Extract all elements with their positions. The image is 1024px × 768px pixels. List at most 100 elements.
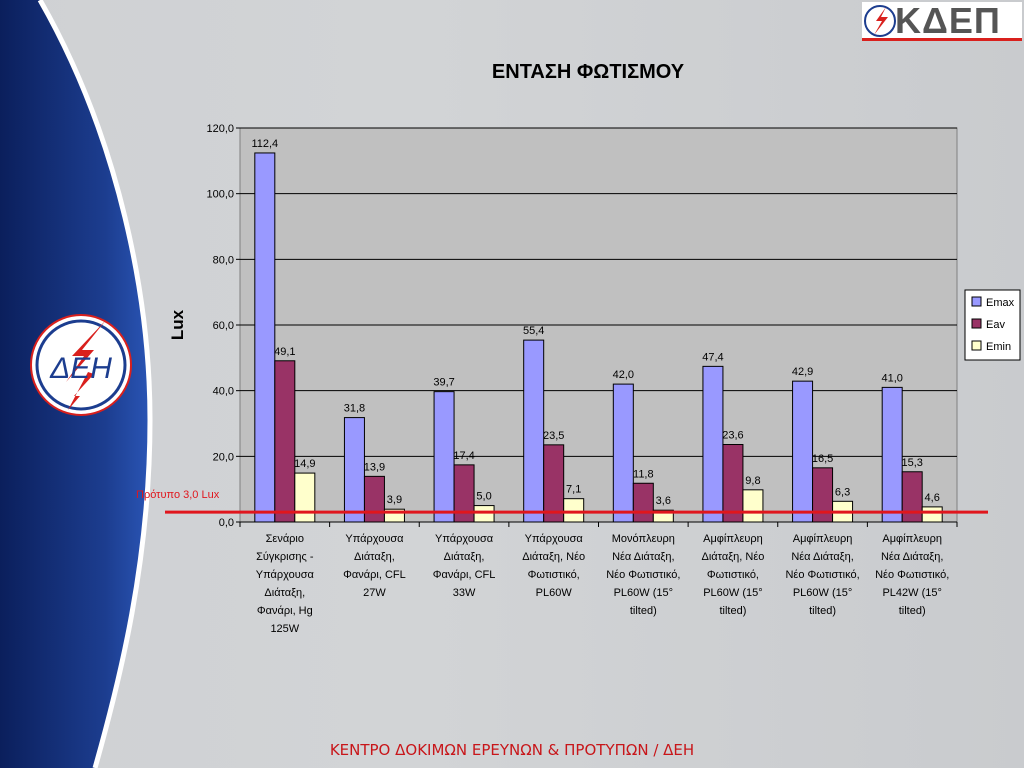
category-label: PL60W (15° bbox=[793, 587, 852, 599]
category-label: Φωτιστικό, bbox=[707, 569, 759, 581]
data-label: 39,7 bbox=[433, 377, 454, 389]
category-label: Φωτιστικό, bbox=[528, 569, 580, 581]
data-label: 14,9 bbox=[294, 458, 315, 470]
legend-label-emax: Emax bbox=[986, 297, 1015, 309]
category-label: Νέα Διάταξη, bbox=[881, 551, 943, 563]
category-label: Νέο Φωτιστικό, bbox=[606, 569, 680, 581]
bar-eav bbox=[274, 360, 296, 523]
bar-emax bbox=[433, 391, 455, 523]
data-label: 15,3 bbox=[901, 457, 922, 469]
legend-swatch-emax bbox=[971, 296, 982, 307]
data-label: 6,3 bbox=[835, 486, 850, 498]
category-label: Φανάρι, Hg bbox=[257, 605, 313, 617]
bar-emin bbox=[652, 509, 674, 523]
category-label: Φανάρι, CFL bbox=[433, 569, 496, 581]
data-label: 7,1 bbox=[566, 484, 581, 496]
chart-title: ΕΝΤΑΣΗ ΦΩΤΙΣΜΟΥ bbox=[492, 61, 685, 83]
y-axis-label: Lux bbox=[168, 309, 187, 340]
category-label: Υπάρχουσα bbox=[256, 569, 315, 581]
bar-eav bbox=[722, 444, 744, 523]
category-label: PL42W (15° bbox=[882, 587, 941, 599]
category-label: Νέα Διάταξη, bbox=[612, 551, 674, 563]
data-label: 49,1 bbox=[274, 346, 295, 358]
data-label: 3,9 bbox=[387, 494, 402, 506]
category-label: Σύγκρισης - bbox=[256, 551, 314, 563]
bar-emax bbox=[702, 365, 724, 523]
category-label: Υπάρχουσα bbox=[435, 533, 494, 545]
footer-text: ΚΕΝΤΡΟ ΔΟΚΙΜΩΝ ΕΡΕΥΝΩΝ & ΠΡΟΤΥΠΩΝ / ΔΕΗ bbox=[329, 741, 695, 759]
category-labels: Σενάριο Σύγκρισης - Υπάρχουσα Διάταξη, Φανάρ… bbox=[239, 522, 958, 635]
bar-emax bbox=[343, 417, 365, 523]
category-label: Αμφίπλευρη bbox=[703, 533, 763, 545]
y-tick-label: 20,0 bbox=[213, 451, 234, 463]
category-label: Υπάρχουσα bbox=[525, 533, 584, 545]
legend-swatch-eav bbox=[971, 318, 982, 329]
data-label: 23,6 bbox=[722, 430, 743, 442]
data-label: 4,6 bbox=[925, 492, 940, 504]
category-label: Σενάριο bbox=[266, 533, 304, 545]
bar-emin bbox=[921, 506, 943, 523]
data-label: 5,0 bbox=[476, 491, 491, 503]
bar-emin bbox=[742, 489, 764, 523]
category-label: tilted) bbox=[719, 605, 746, 617]
category-label: Μονόπλευρη bbox=[612, 533, 675, 545]
y-tick-label: 60,0 bbox=[213, 320, 234, 332]
bar-eav bbox=[453, 464, 475, 523]
category-label: Διάταξη, bbox=[354, 551, 395, 563]
category-label: Διάταξη, Νέο bbox=[522, 551, 585, 563]
category-label: Διάταξη, bbox=[444, 551, 485, 563]
category-label: 33W bbox=[453, 587, 476, 599]
data-label: 3,6 bbox=[656, 495, 671, 507]
category-label: Διάταξη, bbox=[264, 587, 305, 599]
data-label: 31,8 bbox=[344, 403, 365, 415]
category-label: Νέο Φωτιστικό, bbox=[785, 569, 859, 581]
bar-eav bbox=[543, 444, 565, 523]
category-label: Διάταξη, Νέο bbox=[702, 551, 765, 563]
category-label: 125W bbox=[270, 623, 299, 635]
legend: Emax Eav Emin bbox=[964, 289, 1021, 361]
data-labels: 112,4 49,1 14,9 31,8 13,9 3,9 39,7 17,4 5,0 55,4 2… bbox=[251, 138, 939, 507]
category-label: Φανάρι, CFL bbox=[343, 569, 406, 581]
legend-swatch-emin bbox=[971, 340, 982, 351]
category-label: PL60W (15° bbox=[703, 587, 762, 599]
emblem-letters: ΔΕΗ bbox=[49, 352, 112, 385]
category-label: Αμφίπλευρη bbox=[882, 533, 942, 545]
category-label: tilted) bbox=[809, 605, 836, 617]
bar-emax bbox=[612, 383, 634, 523]
bar-emin bbox=[473, 505, 495, 523]
bar-emax bbox=[523, 339, 545, 523]
bar-emin bbox=[294, 472, 316, 523]
category-label: tilted) bbox=[630, 605, 657, 617]
bars bbox=[254, 152, 943, 523]
y-tick-label: 80,0 bbox=[213, 254, 234, 266]
bar-emax bbox=[792, 380, 814, 523]
data-label: 13,9 bbox=[364, 461, 385, 473]
data-label: 23,5 bbox=[543, 430, 564, 442]
data-label: 42,0 bbox=[613, 369, 634, 381]
data-label: 11,8 bbox=[633, 468, 654, 480]
reference-line-label: Πρότυπο 3,0 Lux bbox=[136, 489, 220, 501]
data-label: 16,5 bbox=[812, 453, 833, 465]
data-label: 41,0 bbox=[881, 372, 902, 384]
category-label: PL60W bbox=[536, 587, 573, 599]
category-label: 27W bbox=[363, 587, 386, 599]
y-tick-label: 100,0 bbox=[206, 189, 234, 201]
data-label: 112,4 bbox=[251, 138, 278, 150]
bar-eav bbox=[812, 467, 834, 523]
data-label: 47,4 bbox=[702, 351, 723, 363]
y-tick-label: 40,0 bbox=[213, 386, 234, 398]
category-label: Νέα Διάταξη, bbox=[791, 551, 853, 563]
brand-name: ΚΔΕΠ bbox=[895, 0, 1001, 41]
legend-label-eav: Eav bbox=[986, 319, 1005, 331]
data-label: 9,8 bbox=[745, 475, 760, 487]
category-label: Νέο Φωτιστικό, bbox=[875, 569, 949, 581]
data-label: 55,4 bbox=[523, 325, 544, 337]
y-axis-ticks: 0,0 20,0 40,0 60,0 80,0 100,0 120,0 bbox=[206, 123, 240, 529]
category-label: Υπάρχουσα bbox=[345, 533, 404, 545]
bar-emax bbox=[881, 386, 903, 523]
bar-eav bbox=[363, 475, 385, 523]
brand-underline bbox=[862, 38, 1022, 41]
bar-eav bbox=[901, 471, 923, 523]
data-label: 42,9 bbox=[792, 366, 813, 378]
category-label: PL60W (15° bbox=[614, 587, 673, 599]
